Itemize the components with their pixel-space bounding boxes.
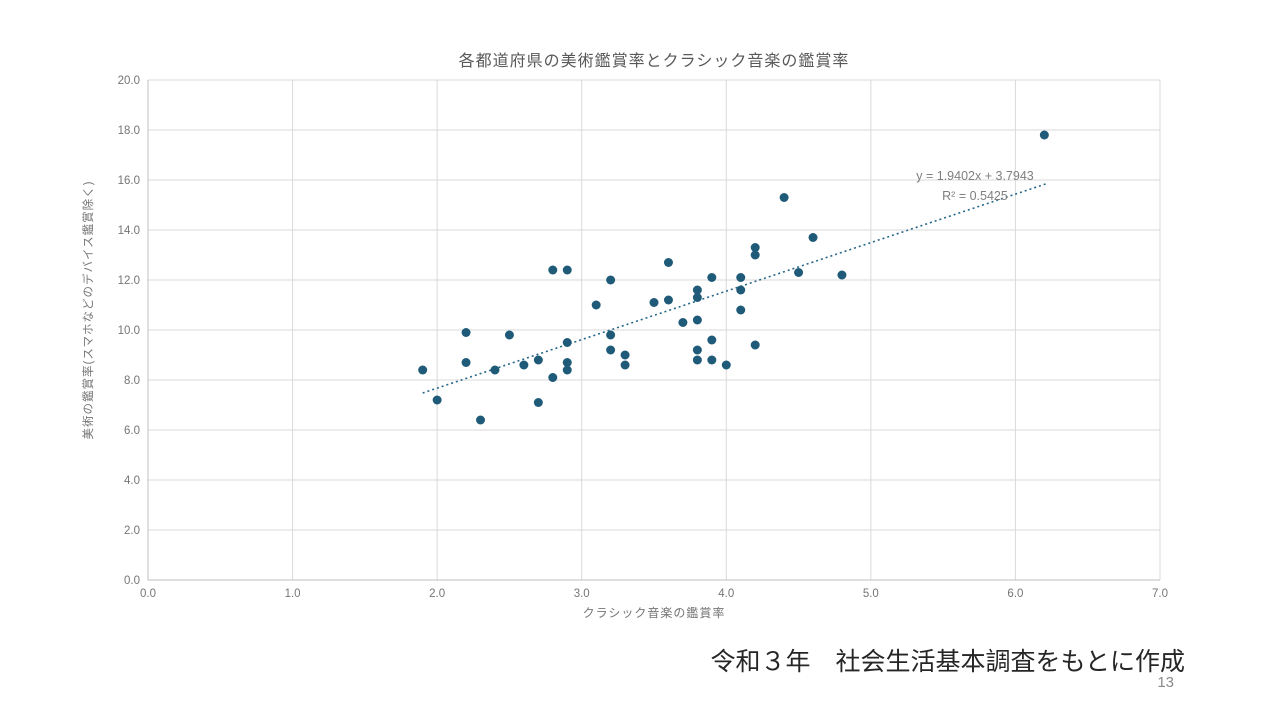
trendline-equation: y = 1.9402x + 3.7943 bbox=[916, 169, 1034, 183]
data-point bbox=[606, 330, 616, 340]
data-point bbox=[721, 360, 731, 370]
data-point bbox=[519, 360, 529, 370]
y-tick-label: 14.0 bbox=[118, 225, 140, 237]
trendline bbox=[422, 182, 1048, 394]
data-point bbox=[591, 300, 601, 310]
chart-title: 各都道府県の美術鑑賞率とクラシック音楽の鑑賞率 bbox=[458, 53, 850, 70]
data-point bbox=[418, 365, 428, 375]
data-point bbox=[562, 365, 572, 375]
data-point bbox=[794, 268, 804, 277]
x-tick-label: 4.0 bbox=[718, 588, 734, 600]
data-point bbox=[620, 360, 630, 370]
data-point bbox=[533, 355, 543, 365]
y-tick-label: 2.0 bbox=[124, 525, 140, 537]
x-tick-label: 0.0 bbox=[140, 588, 156, 600]
data-point bbox=[461, 328, 471, 337]
data-point bbox=[750, 243, 760, 252]
trendline-r-squared: R² = 0.5425 bbox=[942, 189, 1008, 203]
x-axis-title: クラシック音楽の鑑賞率 bbox=[582, 606, 726, 620]
data-point bbox=[692, 345, 702, 355]
data-point bbox=[504, 330, 514, 340]
data-point bbox=[808, 233, 818, 242]
data-point bbox=[548, 373, 558, 382]
data-point bbox=[606, 345, 616, 355]
x-tick-label: 7.0 bbox=[1152, 588, 1168, 600]
data-point bbox=[736, 305, 746, 315]
y-tick-label: 18.0 bbox=[118, 125, 140, 137]
y-tick-label: 16.0 bbox=[118, 175, 140, 187]
data-point bbox=[837, 270, 847, 280]
y-tick-label: 12.0 bbox=[118, 275, 140, 287]
page-number: 13 bbox=[1157, 674, 1174, 691]
source-note: 令和３年 社会生活基本調査をもとに作成 bbox=[710, 648, 1185, 676]
data-point bbox=[620, 350, 630, 360]
data-point bbox=[663, 258, 673, 267]
data-point bbox=[678, 318, 688, 327]
y-tick-label: 4.0 bbox=[124, 475, 140, 487]
data-point bbox=[432, 395, 442, 405]
data-point bbox=[736, 273, 746, 282]
x-tick-label: 1.0 bbox=[285, 588, 301, 600]
data-point bbox=[692, 285, 702, 295]
y-tick-label: 10.0 bbox=[118, 325, 140, 337]
data-point bbox=[548, 265, 558, 275]
data-point bbox=[750, 250, 760, 260]
data-point bbox=[750, 340, 760, 350]
data-point bbox=[707, 335, 717, 345]
data-point bbox=[562, 358, 572, 367]
x-tick-label: 2.0 bbox=[429, 588, 445, 600]
data-point bbox=[606, 275, 616, 285]
y-tick-label: 8.0 bbox=[124, 375, 140, 387]
y-tick-label: 0.0 bbox=[124, 575, 140, 587]
data-point bbox=[476, 415, 486, 425]
data-point bbox=[649, 298, 659, 307]
data-point bbox=[692, 355, 702, 365]
data-point bbox=[562, 265, 572, 275]
x-tick-label: 5.0 bbox=[863, 588, 879, 600]
data-point bbox=[490, 365, 500, 375]
x-tick-label: 3.0 bbox=[574, 588, 590, 600]
data-point bbox=[1039, 130, 1049, 140]
y-tick-label: 6.0 bbox=[124, 425, 140, 437]
data-point bbox=[562, 338, 572, 347]
trendline-labels: y = 1.9402x + 3.7943 R² = 0.5425 bbox=[916, 166, 1033, 206]
y-tick-label: 20.0 bbox=[118, 75, 140, 87]
data-point bbox=[736, 285, 746, 295]
data-point bbox=[707, 273, 717, 282]
data-point bbox=[692, 293, 702, 302]
data-point bbox=[461, 358, 471, 367]
data-point bbox=[707, 355, 717, 365]
y-axis-title: 美術の鑑賞率(スマホなどのデバイス鑑賞除く) bbox=[83, 180, 95, 440]
data-point bbox=[663, 295, 673, 305]
data-point bbox=[533, 398, 543, 407]
data-point bbox=[692, 315, 702, 325]
data-point bbox=[779, 193, 789, 202]
x-tick-label: 6.0 bbox=[1007, 588, 1023, 600]
